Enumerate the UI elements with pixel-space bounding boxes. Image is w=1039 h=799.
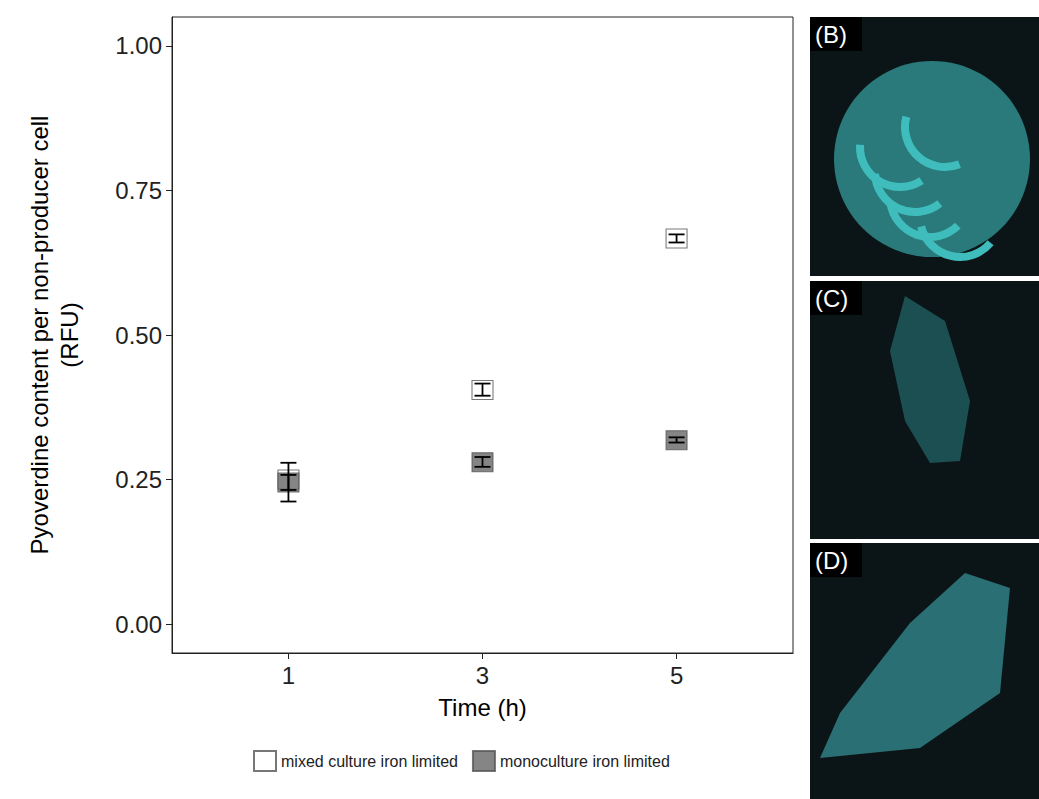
svg-text:(C): (C): [815, 285, 848, 312]
svg-text:0.50: 0.50: [115, 322, 162, 349]
svg-text:(D): (D): [815, 547, 848, 574]
svg-text:mixed culture iron limited: mixed culture iron limited: [281, 753, 458, 770]
svg-text:(B): (B): [815, 21, 847, 48]
svg-text:(RFU): (RFU): [56, 302, 83, 367]
svg-text:Pyoverdine content per non-pro: Pyoverdine content per non-producer cell: [26, 116, 53, 555]
svg-text:0.75: 0.75: [115, 177, 162, 204]
svg-text:monoculture iron limited: monoculture iron limited: [500, 753, 670, 770]
svg-text:3: 3: [476, 662, 489, 689]
svg-text:0.00: 0.00: [115, 611, 162, 638]
svg-text:0.25: 0.25: [115, 466, 162, 493]
svg-text:1.00: 1.00: [115, 32, 162, 59]
svg-text:5: 5: [670, 662, 683, 689]
svg-text:1: 1: [282, 662, 295, 689]
svg-text:Time (h): Time (h): [438, 694, 526, 721]
